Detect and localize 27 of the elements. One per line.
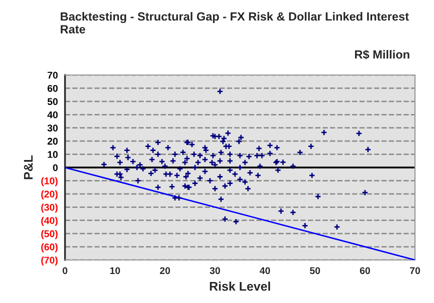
y-tick-label: (70) bbox=[41, 256, 58, 266]
y-tick-label: 20 bbox=[48, 138, 58, 145]
y-tick-label: 50 bbox=[48, 98, 58, 106]
y-tick-label: (40) bbox=[41, 216, 58, 226]
x-tick-label: 40 bbox=[260, 267, 270, 274]
chart-subtitle: R$ Million bbox=[355, 50, 410, 60]
x-tick-label: 60 bbox=[360, 267, 370, 274]
y-tick-label: 60 bbox=[48, 84, 58, 92]
x-tick-label: 20 bbox=[160, 267, 170, 274]
y-tick-label: (50) bbox=[41, 230, 58, 240]
y-tick-label: 10 bbox=[48, 151, 58, 158]
y-tick-label: (30) bbox=[41, 204, 58, 213]
y-tick-label: (60) bbox=[41, 243, 58, 252]
y-tick-label: 30 bbox=[47, 124, 58, 132]
x-axis-title: Risk Level bbox=[210, 282, 270, 291]
x-tick-label: 70 bbox=[410, 267, 420, 274]
x-tick-label: 10 bbox=[110, 267, 120, 274]
x-tick-label: 0 bbox=[62, 267, 68, 274]
y-tick-label: 0 bbox=[53, 164, 58, 172]
y-tick-label: (10) bbox=[41, 177, 58, 186]
x-tick-label: 30 bbox=[210, 267, 220, 274]
y-tick-label: 40 bbox=[47, 111, 58, 118]
y-axis-title: P&L bbox=[24, 155, 33, 180]
chart-title: Backtesting - Structural Gap - FX Risk & Dollar Linked Interest Rate bbox=[60, 12, 409, 34]
x-tick-label: 50 bbox=[310, 267, 320, 274]
y-tick-label: 70 bbox=[48, 72, 58, 79]
y-tick-label: (20) bbox=[41, 190, 58, 200]
